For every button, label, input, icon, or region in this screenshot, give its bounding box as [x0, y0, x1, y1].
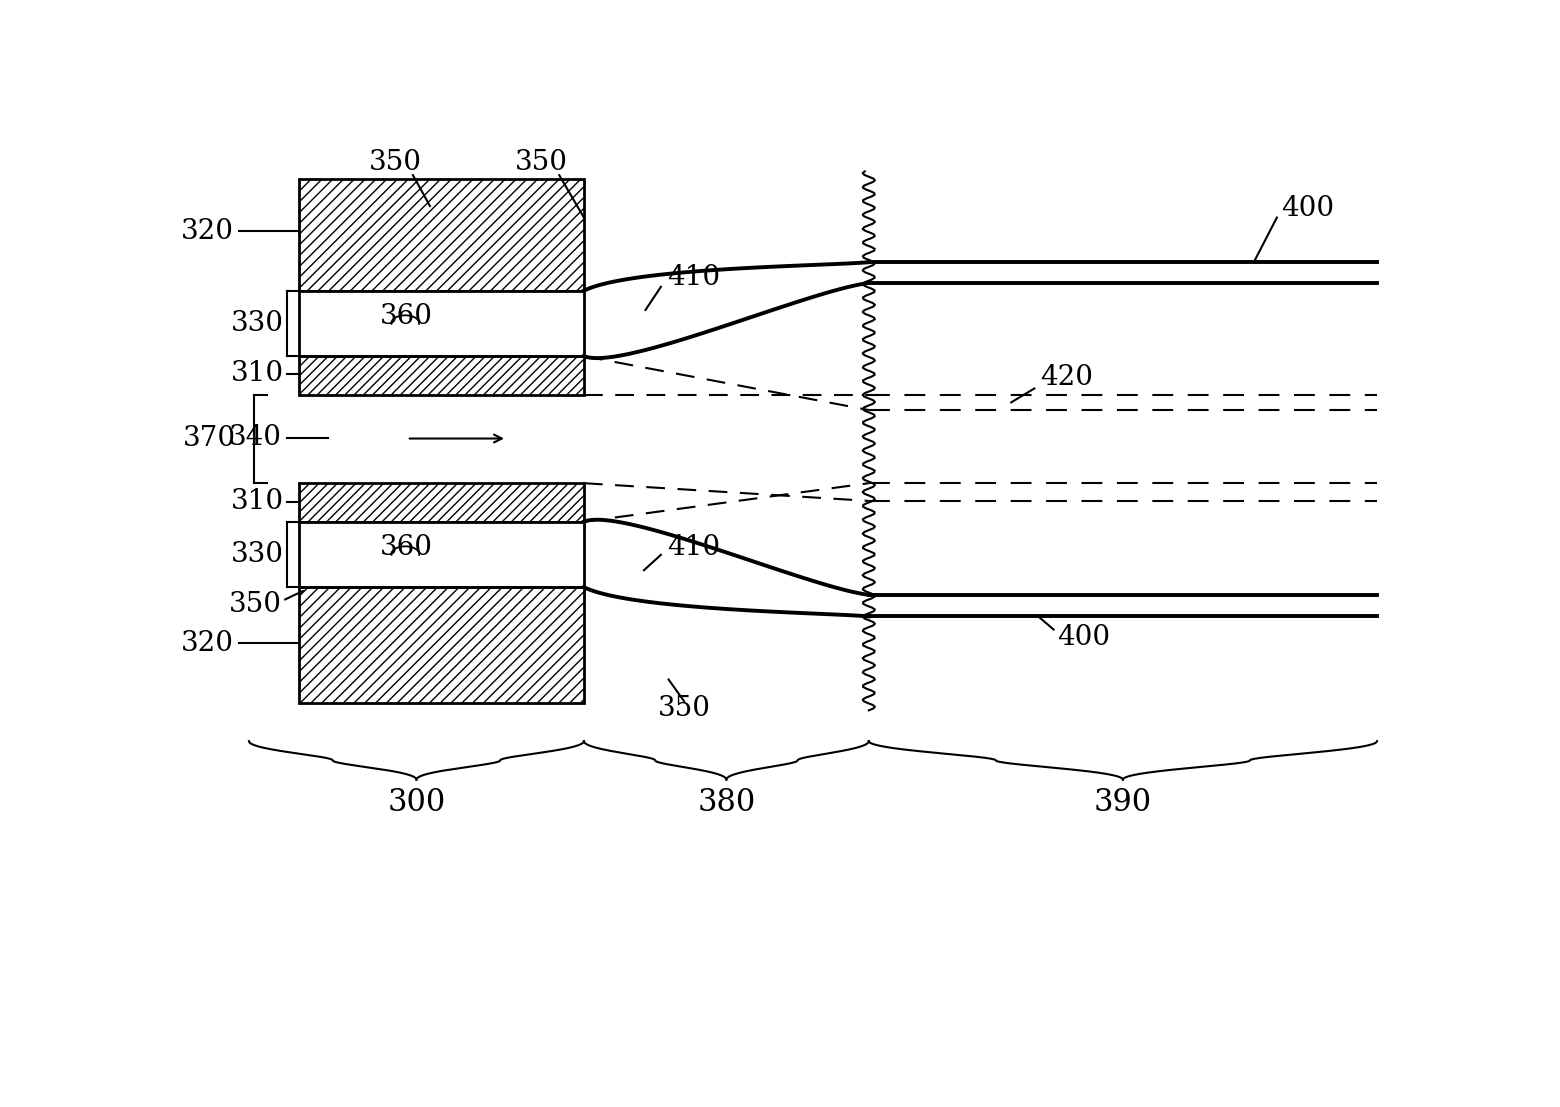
Text: 330: 330	[231, 540, 284, 568]
Bar	[300, 356, 583, 394]
Text: 310: 310	[231, 488, 284, 515]
Text: 310: 310	[231, 361, 284, 387]
Text: 340: 340	[229, 424, 282, 452]
Text: 400: 400	[1281, 195, 1334, 221]
Bar	[300, 483, 583, 521]
Text: 350: 350	[368, 148, 421, 176]
Text: 410: 410	[668, 534, 721, 560]
Bar	[300, 483, 583, 521]
Text: 420: 420	[1039, 364, 1092, 391]
Bar	[300, 179, 583, 291]
Bar	[300, 587, 583, 703]
Text: 400: 400	[1058, 623, 1111, 651]
Text: 410: 410	[668, 265, 721, 291]
Bar	[300, 587, 583, 703]
Text: 360: 360	[381, 302, 434, 330]
Text: 390: 390	[1094, 787, 1151, 818]
Bar	[300, 179, 583, 291]
Bar	[300, 291, 583, 356]
Text: 320: 320	[181, 218, 234, 245]
Bar	[300, 356, 583, 394]
Text: 370: 370	[183, 425, 236, 452]
Text: 350: 350	[229, 590, 282, 618]
Text: 320: 320	[181, 630, 234, 656]
Text: 380: 380	[697, 787, 755, 818]
Text: 360: 360	[381, 534, 434, 560]
Text: 350: 350	[515, 148, 568, 176]
Text: 350: 350	[657, 695, 710, 722]
Text: 330: 330	[231, 310, 284, 337]
Bar	[300, 521, 583, 587]
Text: 300: 300	[387, 787, 446, 818]
